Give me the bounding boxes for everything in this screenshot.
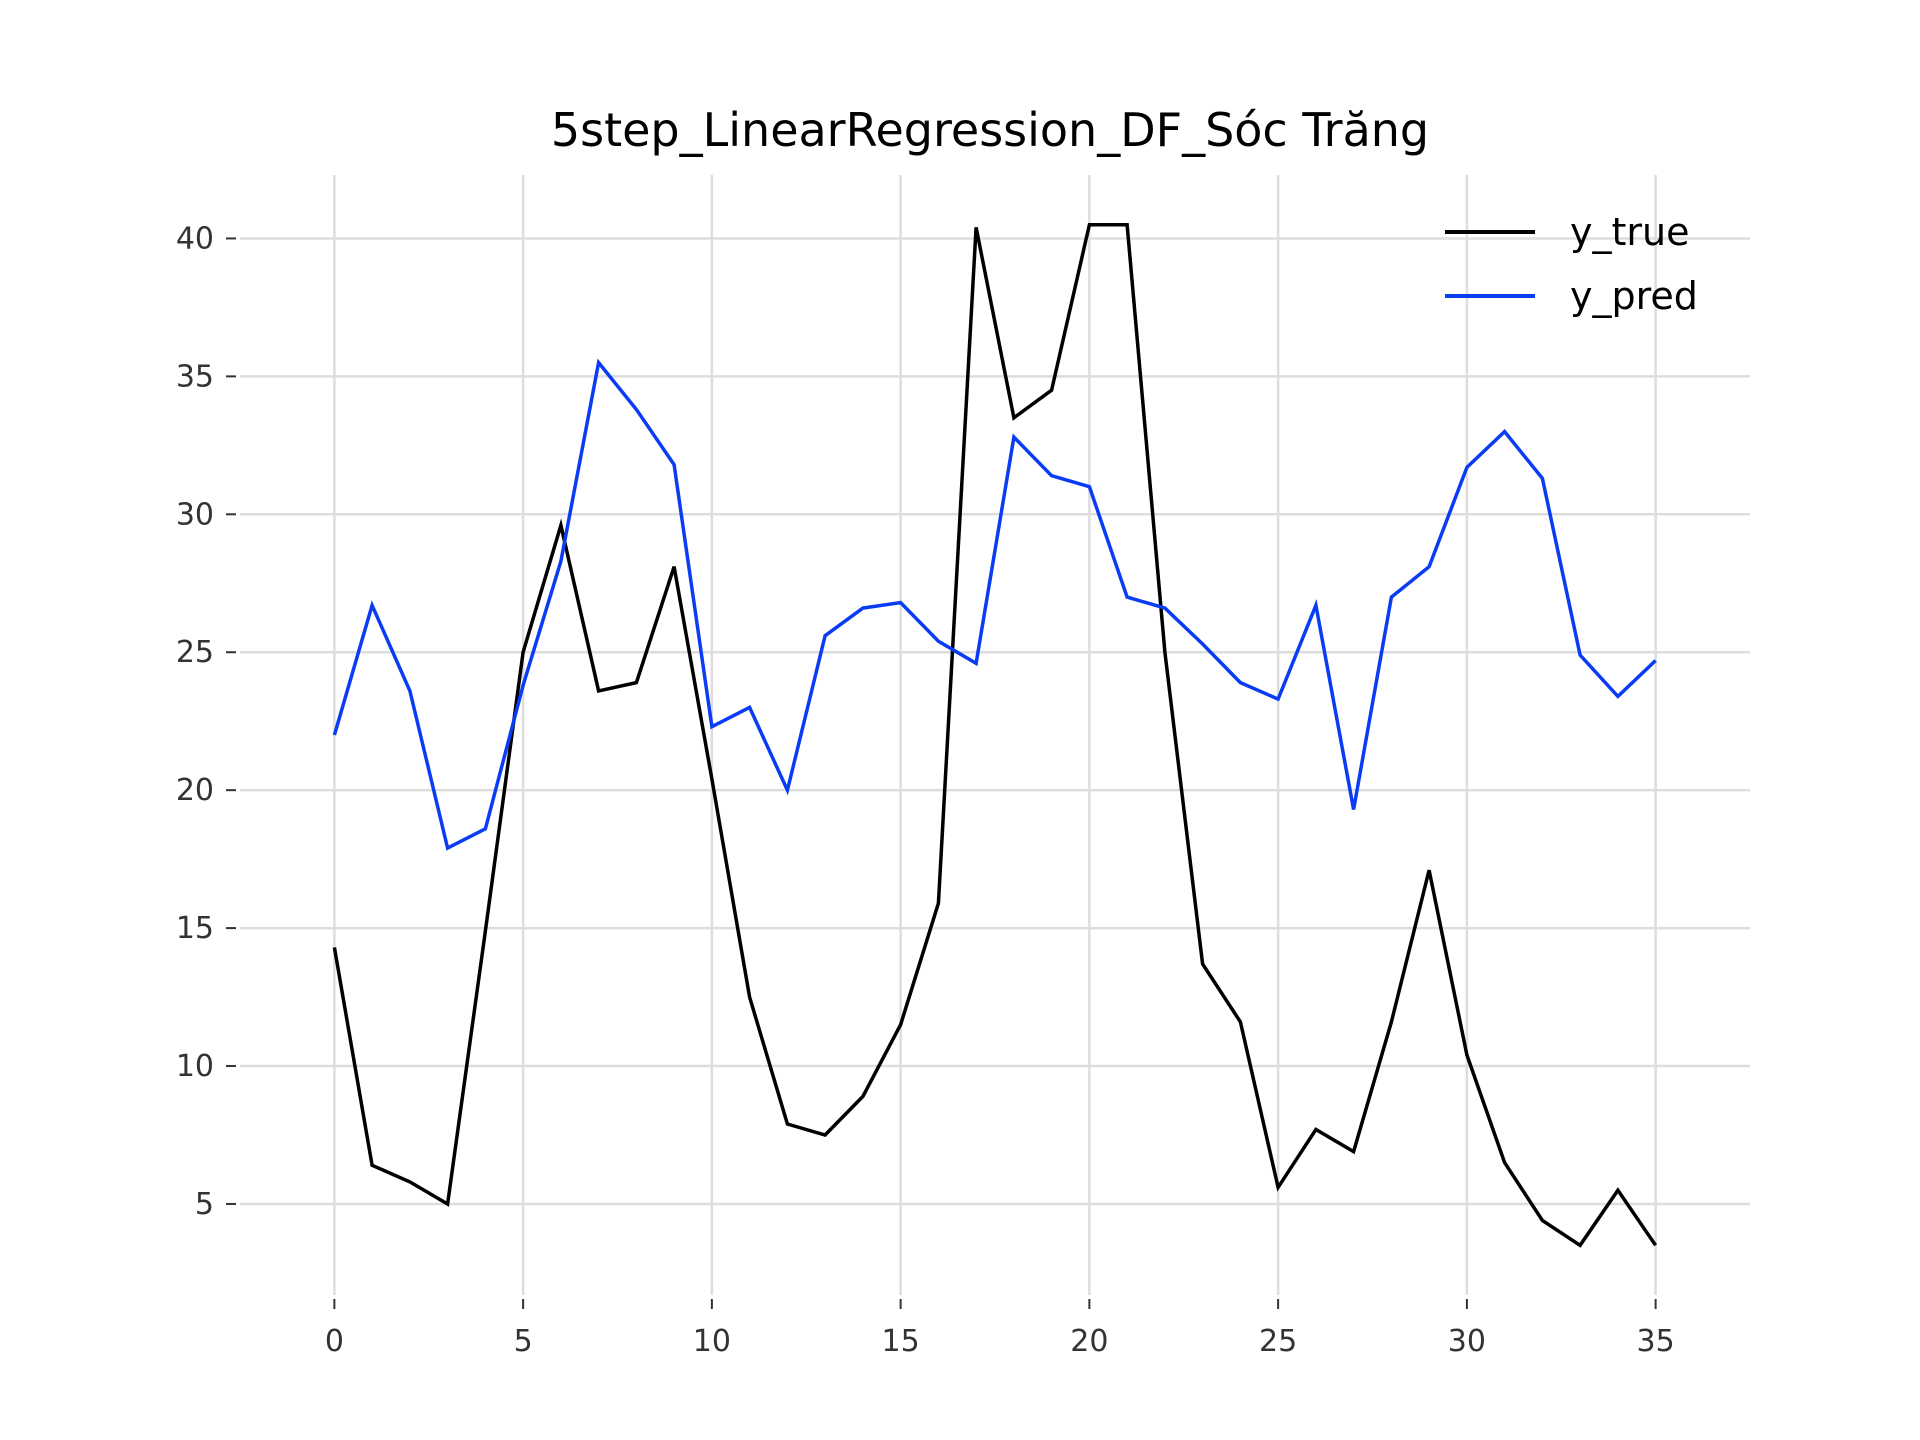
- legend: y_true y_pred: [1445, 210, 1698, 318]
- series-line-y-pred: [332, 358, 1657, 851]
- grid: [240, 175, 1750, 1295]
- x-tick-label: 25: [1259, 1324, 1297, 1359]
- x-tick-label: 5: [514, 1324, 533, 1359]
- x-tick-label: 0: [325, 1324, 344, 1359]
- chart-title: 5step_LinearRegression_DF_Sóc Trăng: [551, 103, 1429, 157]
- y-tick-label: 30: [176, 497, 214, 532]
- series-line-y-true: [332, 222, 1658, 1248]
- y-tick-label: 5: [195, 1187, 214, 1222]
- series: [332, 222, 1658, 1248]
- axes: 0 5 10 15 20 25 30 35 5 10 15 20 25 30 35 40: [176, 221, 1675, 1359]
- x-tick-label: 20: [1070, 1324, 1108, 1359]
- legend-label-y-true: y_true: [1570, 210, 1689, 254]
- y-tick-label: 40: [176, 221, 214, 256]
- x-tick-label: 15: [882, 1324, 920, 1359]
- x-tick-label: 35: [1637, 1324, 1675, 1359]
- x-tick-label: 30: [1448, 1324, 1486, 1359]
- y-tick-label: 35: [176, 359, 214, 394]
- y-tick-label: 20: [176, 773, 214, 808]
- x-tick-label: 10: [693, 1324, 731, 1359]
- y-tick-label: 15: [176, 911, 214, 946]
- y-tick-label: 25: [176, 635, 214, 670]
- legend-label-y-pred: y_pred: [1570, 274, 1698, 318]
- y-tick-label: 10: [176, 1049, 214, 1084]
